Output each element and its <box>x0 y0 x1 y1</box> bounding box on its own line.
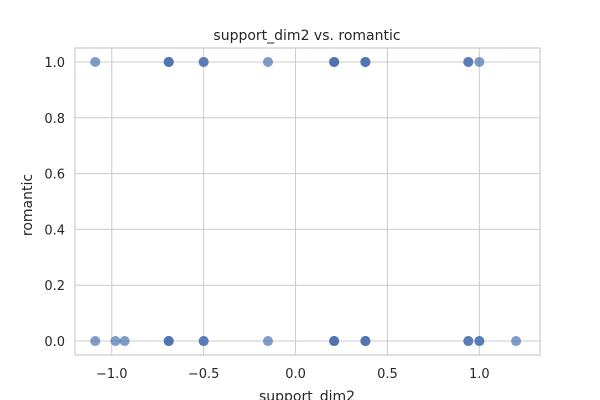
scatter-point <box>474 336 485 347</box>
scatter-point <box>163 336 174 347</box>
grid-layer <box>75 48 540 355</box>
scatter-point <box>90 336 101 347</box>
x-tick-label: −1.0 <box>96 367 128 382</box>
y-tick-label: 1.0 <box>44 56 65 71</box>
x-tick-label: 0.5 <box>377 367 398 382</box>
scatter-point <box>90 56 101 67</box>
scatter-point <box>262 336 273 347</box>
scatter-point <box>360 56 371 67</box>
scatter-point <box>119 336 130 347</box>
plot-frame <box>74 47 541 356</box>
x-tick-labels: −1.0 −0.5 0.0 0.5 1.0 <box>96 367 490 382</box>
scatter-point <box>463 56 474 67</box>
y-axis-label: romantic <box>20 174 36 236</box>
scatter-point <box>511 336 522 347</box>
y-tick-label: 0.0 <box>44 335 65 350</box>
scatter-point <box>198 336 209 347</box>
scatter-point <box>463 336 474 347</box>
x-axis-label: support_dim2 <box>259 389 355 400</box>
y-tick-labels: 0.0 0.2 0.4 0.6 0.8 1.0 <box>44 56 65 350</box>
scatter-point <box>110 336 121 347</box>
scatter-point <box>262 56 273 67</box>
points-layer <box>90 56 522 347</box>
scatter-point <box>163 56 174 67</box>
scatter-point <box>329 336 340 347</box>
y-tick-label: 0.6 <box>44 168 65 183</box>
y-tick-label: 0.4 <box>44 223 65 238</box>
chart-title: support_dim2 vs. romantic <box>213 28 400 44</box>
y-tick-label: 0.8 <box>44 112 65 127</box>
scatter-point <box>329 56 340 67</box>
x-tick-label: −0.5 <box>188 367 220 382</box>
scatter-point <box>360 336 371 347</box>
scatter-point <box>474 56 485 67</box>
scatter-point <box>198 56 209 67</box>
x-tick-label: 1.0 <box>469 367 490 382</box>
x-tick-label: 0.0 <box>285 367 306 382</box>
y-tick-label: 0.2 <box>44 279 65 294</box>
